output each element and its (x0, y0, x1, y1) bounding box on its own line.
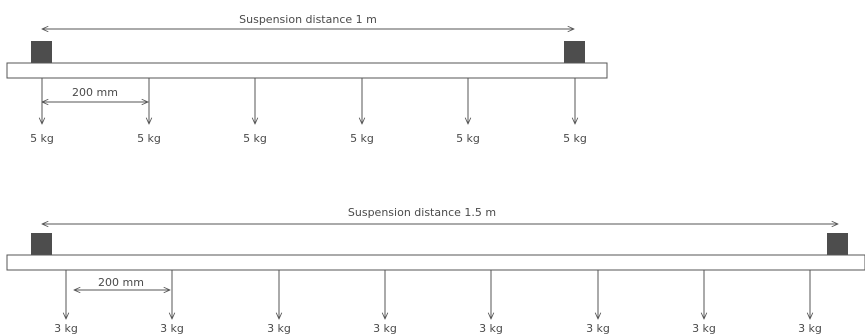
beam (6, 254, 865, 271)
load-group: 3 kg 3 kg 3 kg 3 kg 3 kg 3 kg 3 kg 3 kg (54, 270, 822, 335)
load-label: 3 kg (373, 322, 397, 335)
load-label: 3 kg (54, 322, 78, 335)
load-label: 5 kg (243, 132, 267, 145)
load-label: 3 kg (160, 322, 184, 335)
support-left (31, 41, 52, 63)
support-left (31, 233, 52, 255)
spacing-label: 200 mm (72, 86, 118, 99)
load-label: 3 kg (267, 322, 291, 335)
load-group: 5 kg 5 kg 5 kg 5 kg 5 kg 5 kg (30, 78, 587, 145)
load-label: 3 kg (798, 322, 822, 335)
load-label: 3 kg (692, 322, 716, 335)
load-label: 5 kg (350, 132, 374, 145)
diagram-1: Suspension distance 1 m 200 mm 5 kg 5 kg 5… (6, 13, 608, 145)
support-right (564, 41, 585, 63)
spacing-label: 200 mm (98, 276, 144, 289)
load-label: 5 kg (137, 132, 161, 145)
beam (6, 62, 608, 79)
span-label: Suspension distance 1 m (239, 13, 377, 26)
load-label: 5 kg (30, 132, 54, 145)
load-label: 5 kg (456, 132, 480, 145)
load-label: 3 kg (479, 322, 503, 335)
load-label: 5 kg (563, 132, 587, 145)
load-label: 3 kg (586, 322, 610, 335)
span-label: Suspension distance 1.5 m (348, 206, 496, 219)
support-right (827, 233, 848, 255)
diagram-2: Suspension distance 1.5 m 200 mm 3 kg 3 k… (6, 206, 865, 335)
